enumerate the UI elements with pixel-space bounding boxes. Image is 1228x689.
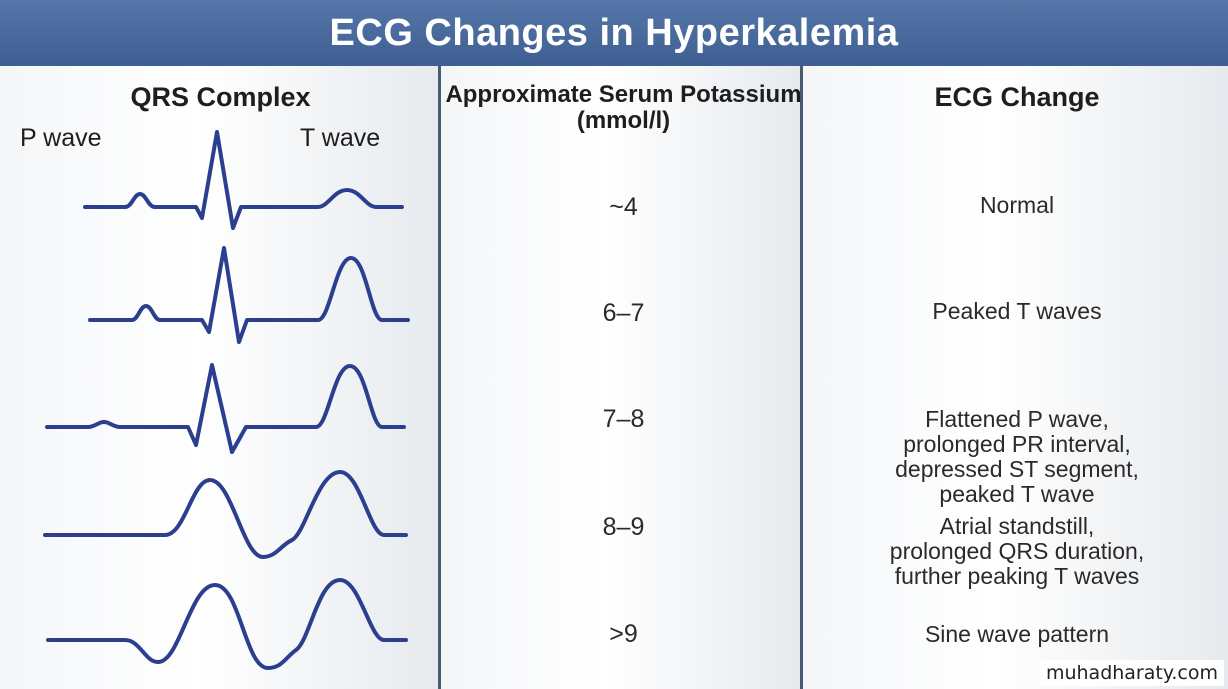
ecg-change-line: depressed ST segment, — [895, 456, 1139, 482]
ecg-waveform-sine — [46, 578, 408, 670]
ecg-change-line: Peaked T waves — [932, 298, 1102, 324]
ecg-change-row-3: Flattened P wave, prolonged PR interval,… — [806, 407, 1228, 507]
potassium-value-row-3: 7–8 — [602, 405, 645, 433]
ecg-change-line: peaked T wave — [939, 481, 1095, 507]
ecg-change-line: Atrial standstill, — [939, 513, 1095, 539]
ecg-change-row-2: Peaked T waves — [806, 299, 1228, 324]
ecg-change-column — [803, 66, 1228, 689]
potassium-value-row-5: >9 — [609, 620, 638, 648]
ecg-waveform-normal — [83, 130, 404, 230]
potassium-column-header: Approximate Serum Potassium (mmol/l) — [445, 81, 802, 134]
diagram-title: ECG Changes in Hyperkalemia — [0, 0, 1228, 66]
potassium-column — [441, 66, 803, 689]
ecg-change-line: prolonged QRS duration, — [889, 538, 1145, 564]
potassium-value-row-4: 8–9 — [602, 513, 645, 541]
ecg-waveform-wide-qrs — [43, 470, 408, 559]
watermark: muhadharaty.com — [1039, 660, 1224, 686]
ecg-change-line: Sine wave pattern — [924, 621, 1110, 647]
t-wave-label: T wave — [300, 124, 381, 152]
potassium-value-row-1: ~4 — [609, 193, 638, 221]
qrs-column-header: QRS Complex — [130, 82, 311, 112]
ecg-change-line: further peaking T waves — [894, 563, 1140, 589]
ecg-change-row-5: Sine wave pattern — [806, 622, 1228, 647]
ecg-change-line: Flattened P wave, — [925, 406, 1109, 432]
ecg-change-line: Normal — [979, 192, 1055, 218]
potassium-value-row-2: 6–7 — [602, 299, 645, 327]
ecg-change-row-1: Normal — [806, 193, 1228, 218]
ecg-waveform-peaked-t — [88, 246, 410, 344]
ecg-waveforms — [43, 130, 410, 670]
ecg-waveform-flattened-p — [45, 363, 406, 454]
p-wave-label: P wave — [20, 124, 102, 152]
ecg-change-column-header: ECG Change — [934, 82, 1100, 112]
ecg-change-line: prolonged PR interval, — [903, 431, 1131, 457]
ecg-change-row-4: Atrial standstill, prolonged QRS duratio… — [806, 514, 1228, 589]
